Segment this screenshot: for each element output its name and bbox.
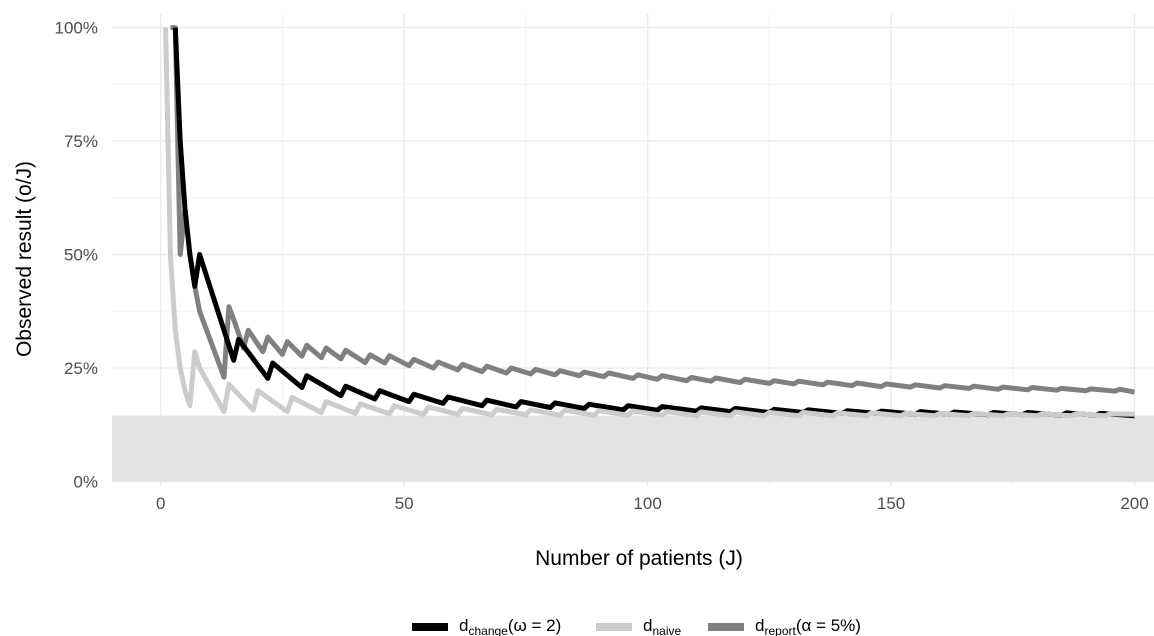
- x-tick-label: 200: [1120, 494, 1148, 513]
- y-tick-label: 50%: [64, 246, 98, 265]
- legend-label-change: dchange(ω = 2): [459, 616, 561, 636]
- series-lines: [163, 25, 1135, 419]
- shaded-band: [112, 415, 1154, 482]
- x-axis-title: Number of patients (J): [535, 547, 743, 570]
- legend: dchange(ω = 2) dnaive dreport(α = 5%): [412, 616, 861, 636]
- series-line-report: [170, 25, 1135, 395]
- x-axis-tick-labels: 0 50 100 150 200: [156, 494, 1149, 513]
- legend-label-report: dreport(α = 5%): [755, 616, 861, 636]
- y-tick-label: 100%: [55, 19, 98, 38]
- y-tick-label: 25%: [64, 359, 98, 378]
- y-axis-tick-labels: 0% 25% 50% 75% 100%: [55, 19, 98, 492]
- y-tick-label: 0%: [73, 472, 98, 491]
- shaded-band-rect: [112, 415, 1154, 482]
- x-tick-label: 100: [633, 494, 661, 513]
- legend-label-naive: dnaive: [643, 616, 681, 636]
- x-tick-label: 50: [395, 494, 414, 513]
- series-line-naive: [163, 27, 1135, 419]
- x-tick-label: 0: [156, 494, 165, 513]
- y-axis-title: Observed result (o/J): [13, 161, 36, 357]
- x-tick-label: 150: [877, 494, 905, 513]
- y-tick-label: 75%: [64, 132, 98, 151]
